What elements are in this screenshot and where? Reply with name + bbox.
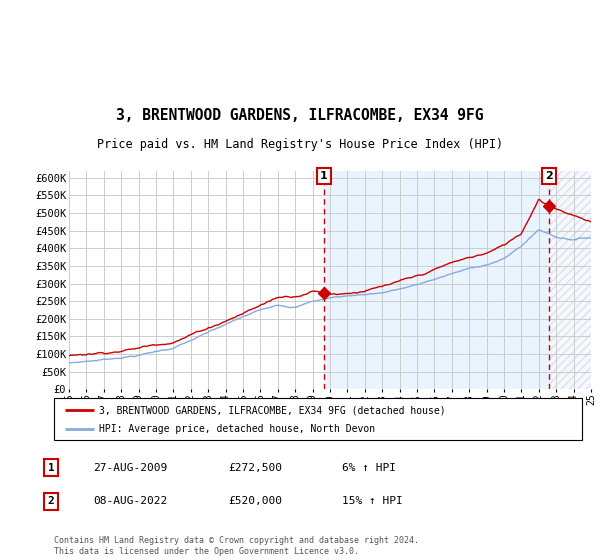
Bar bbox=[549, 171, 591, 389]
Text: 3, BRENTWOOD GARDENS, ILFRACOMBE, EX34 9FG (detached house): 3, BRENTWOOD GARDENS, ILFRACOMBE, EX34 9… bbox=[99, 405, 446, 415]
Text: 27-AUG-2009: 27-AUG-2009 bbox=[93, 463, 167, 473]
Text: HPI: Average price, detached house, North Devon: HPI: Average price, detached house, Nort… bbox=[99, 424, 375, 434]
Text: 15% ↑ HPI: 15% ↑ HPI bbox=[342, 496, 403, 506]
Text: 2: 2 bbox=[545, 171, 553, 181]
Text: 1: 1 bbox=[320, 171, 328, 181]
Text: £520,000: £520,000 bbox=[228, 496, 282, 506]
Text: Price paid vs. HM Land Registry's House Price Index (HPI): Price paid vs. HM Land Registry's House … bbox=[97, 138, 503, 151]
Bar bbox=[549, 171, 591, 389]
Text: 08-AUG-2022: 08-AUG-2022 bbox=[93, 496, 167, 506]
Bar bbox=[324, 171, 549, 389]
Text: Contains HM Land Registry data © Crown copyright and database right 2024.
This d: Contains HM Land Registry data © Crown c… bbox=[54, 536, 419, 556]
Text: 3, BRENTWOOD GARDENS, ILFRACOMBE, EX34 9FG: 3, BRENTWOOD GARDENS, ILFRACOMBE, EX34 9… bbox=[116, 108, 484, 123]
Text: £272,500: £272,500 bbox=[228, 463, 282, 473]
Text: 2: 2 bbox=[47, 496, 55, 506]
Text: 1: 1 bbox=[47, 463, 55, 473]
Text: 6% ↑ HPI: 6% ↑ HPI bbox=[342, 463, 396, 473]
